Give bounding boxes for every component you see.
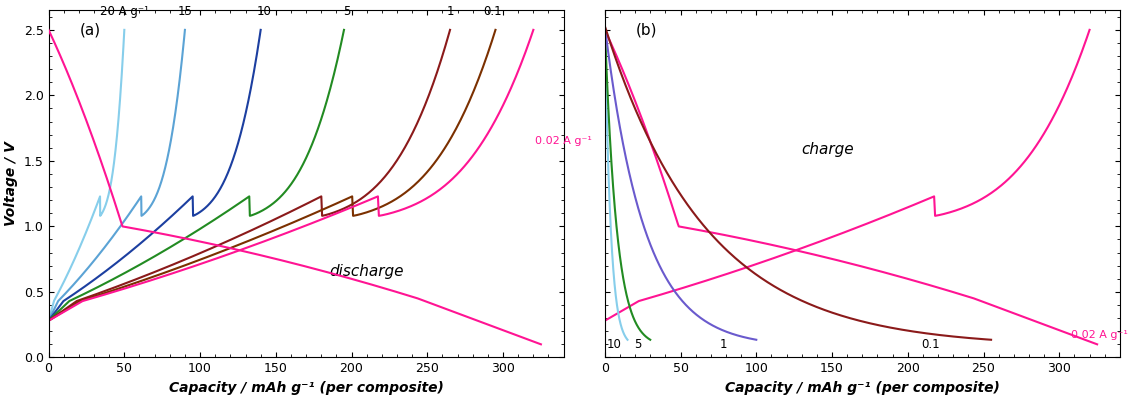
Text: 0.02 A g⁻¹: 0.02 A g⁻¹: [535, 136, 592, 146]
Text: 5: 5: [343, 5, 351, 18]
Text: 10: 10: [256, 5, 271, 18]
X-axis label: Capacity / mAh g⁻¹ (per composite): Capacity / mAh g⁻¹ (per composite): [725, 381, 1000, 395]
Text: 0.1: 0.1: [483, 5, 502, 18]
Text: (b): (b): [636, 22, 657, 38]
Text: 10: 10: [607, 338, 622, 351]
Text: 1: 1: [719, 338, 727, 351]
Text: discharge: discharge: [329, 264, 403, 279]
Text: 0.02 A g⁻¹: 0.02 A g⁻¹: [1071, 330, 1128, 340]
Text: (a): (a): [80, 22, 101, 38]
Text: 15: 15: [177, 5, 192, 18]
Text: 1: 1: [446, 5, 454, 18]
Text: 5: 5: [634, 338, 642, 351]
Text: 20 A g⁻¹: 20 A g⁻¹: [99, 5, 149, 18]
Text: charge: charge: [801, 142, 854, 157]
Y-axis label: Voltage / V: Voltage / V: [5, 141, 18, 226]
Text: 0.1: 0.1: [921, 338, 940, 351]
X-axis label: Capacity / mAh g⁻¹ (per composite): Capacity / mAh g⁻¹ (per composite): [169, 381, 443, 395]
